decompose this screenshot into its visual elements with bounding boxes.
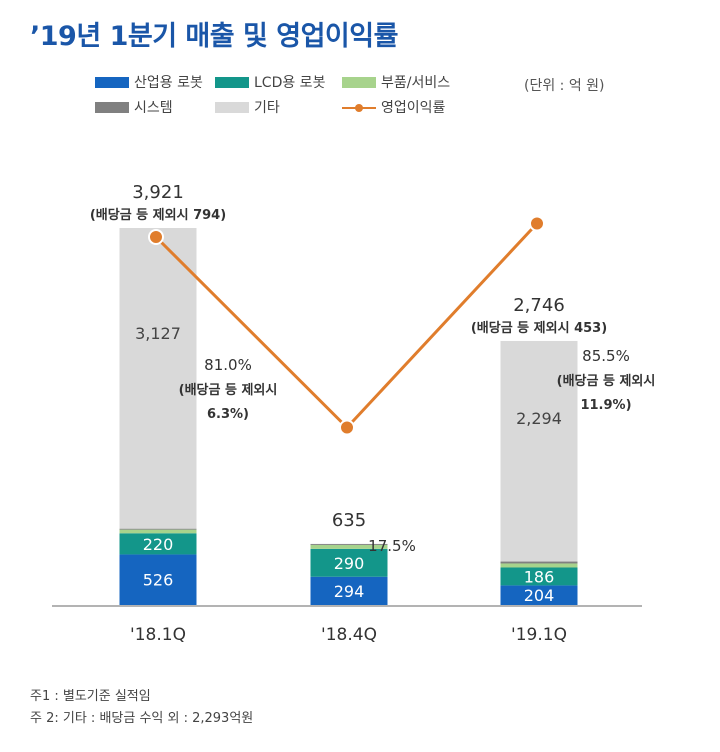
legend-swatch [342,102,376,113]
segment-value-label: 290 [334,554,365,573]
bar-segment [500,567,578,586]
legend-item: 영업이익률 [342,97,445,117]
legend-label: LCD용 로봇 [254,75,326,91]
segment-value-label: 186 [524,567,555,586]
segment-value-label: 294 [334,582,365,601]
legend-swatch [95,101,129,113]
legend-item: LCD용 로봇 [215,72,325,92]
segment-value-label: 3,127 [135,324,181,343]
bar-segment [500,585,578,605]
margin-value-label: (배당금 등 제외시 [557,373,656,389]
legend-swatch [215,76,249,88]
bar-segment [310,576,388,605]
bar-total-label: 2,746 [513,295,565,316]
footnote-1: 주1 : 별도기준 실적임 [30,689,151,704]
bar-segment [119,228,197,529]
legend-label: 영업이익률 [381,100,446,116]
page-title: ’19년 1분기 매출 및 영업이익률 [30,21,398,52]
legend-item: 시스템 [95,97,173,117]
chart: '18.1Q 3,921 (배당금 등 제외시 794) '18.4Q 635 '19.1… [52,182,656,645]
bar-segment [119,533,197,555]
footnote-2: 주 2: 기타 : 배당금 수익 외 : 2,293억원 [30,711,254,726]
margin-point [339,419,355,436]
legend-label: 부품/서비스 [381,75,451,91]
legend-swatch [95,76,129,88]
margin-value-label: 11.9%) [580,398,631,413]
segment-value-label: 220 [143,535,174,554]
bar-segment [310,543,388,545]
margin-value-label: 17.5% [368,537,416,555]
unit-note: (단위 : 억 원) [524,78,605,94]
legend-label: 산업용 로봇 [134,75,203,91]
x-tick-label: '18.1Q [130,625,186,645]
bar-segment [310,544,388,549]
margin-value-label: 6.3%) [207,407,249,422]
margin-value-label: 85.5% [582,347,630,365]
bar-segment [310,548,388,577]
legend-item: 기타 [215,97,280,117]
bar-segment [119,528,197,530]
legend-label: 기타 [254,100,280,116]
bar-total-label: 3,921 [132,182,184,203]
x-tick-label: '18.4Q [321,625,377,645]
margin-value-label: 81.0% [204,356,252,374]
bar-segment [119,529,197,534]
bar-segment [500,561,578,564]
margin-value-label: (배당금 등 제외시 [179,382,278,398]
bar-segment [119,554,197,605]
segment-value-label: 526 [143,571,174,590]
bar-segment [500,340,578,562]
margin-point [529,215,545,232]
margin-point [148,229,164,245]
bar-total-label: 635 [332,510,366,531]
legend-label: 시스템 [134,100,173,116]
bar-total-sub-label: (배당금 등 제외시 794) [90,207,226,223]
segment-value-label: 2,294 [516,409,562,428]
footnotes: 주1 : 별도기준 실적임 주 2: 기타 : 배당금 수익 외 : 2,293… [30,686,253,730]
bar-segment [500,563,578,568]
bar-total-sub-label: (배당금 등 제외시 453) [471,320,607,336]
legend-swatch [215,101,249,113]
legend-swatch [342,76,376,88]
x-tick-label: '19.1Q [511,625,567,645]
segment-value-label: 204 [524,586,555,605]
legend-item: 부품/서비스 [342,72,450,92]
legend-item: 산업용 로봇 [95,72,203,92]
